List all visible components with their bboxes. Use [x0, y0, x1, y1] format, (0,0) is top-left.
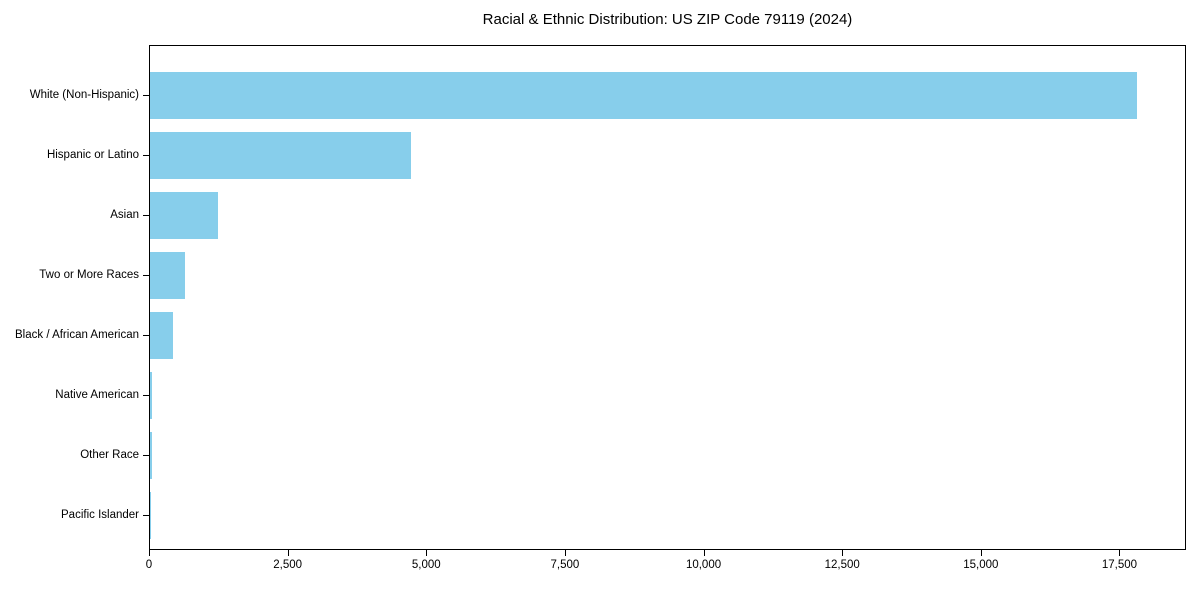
y-tick-label: Hispanic or Latino: [46, 149, 139, 161]
x-tick-label: 17,500: [1101, 559, 1138, 571]
y-tick-label: Two or More Races: [39, 269, 139, 281]
bar: [150, 311, 174, 359]
y-tick-label: Native American: [55, 389, 139, 401]
bar: [150, 251, 185, 299]
x-tick-label: 15,000: [963, 559, 999, 571]
bar: [150, 371, 153, 419]
x-tick-mark: [703, 550, 705, 556]
y-tick-label: Asian: [110, 209, 139, 221]
y-tick-label: Other Race: [80, 449, 139, 461]
x-tick-mark: [842, 550, 844, 556]
y-tick-mark: [143, 515, 149, 516]
x-tick-mark: [287, 550, 289, 556]
y-tick-mark: [143, 95, 149, 96]
x-tick-mark: [1119, 550, 1121, 556]
y-tick-mark: [143, 395, 149, 396]
plot-area: [149, 45, 1186, 550]
x-tick-label: 0: [145, 559, 153, 571]
chart-title: Racial & Ethnic Distribution: US ZIP Cod…: [482, 11, 853, 28]
y-tick-mark: [143, 215, 149, 216]
x-tick-label: 5,000: [411, 559, 441, 571]
y-tick-label: Pacific Islander: [61, 509, 139, 521]
bar: [150, 431, 152, 479]
bar: [150, 131, 412, 179]
y-tick-label: Black / African American: [15, 329, 139, 341]
bar: [150, 71, 1138, 119]
x-tick-mark: [564, 550, 566, 556]
x-tick-label: 12,500: [824, 559, 860, 571]
x-tick-mark: [149, 550, 150, 556]
y-tick-mark: [143, 155, 149, 156]
x-tick-label: 2,500: [273, 559, 303, 571]
y-tick-mark: [143, 335, 149, 336]
x-tick-mark: [980, 550, 982, 556]
x-tick-label: 7,500: [550, 559, 580, 571]
y-tick-mark: [143, 275, 149, 276]
y-tick-label: White (Non-Hispanic): [29, 89, 139, 101]
bar: [150, 191, 218, 239]
y-tick-mark: [143, 455, 149, 456]
x-tick-label: 10,000: [685, 559, 722, 571]
x-tick-mark: [426, 550, 428, 556]
